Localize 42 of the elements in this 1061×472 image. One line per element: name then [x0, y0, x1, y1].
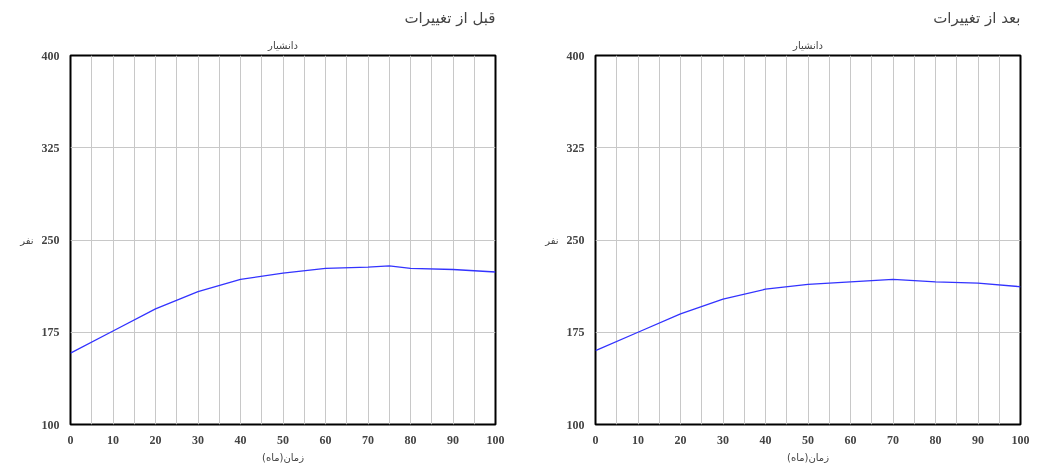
x-tick-label: 50 [277, 432, 289, 447]
x-tick-label: 10 [107, 432, 119, 447]
x-tick-label: 80 [929, 432, 942, 447]
chart-title: دانشیار [792, 39, 823, 51]
x-tick-label: 90 [447, 432, 459, 447]
y-axis-title: نفر [19, 234, 34, 246]
y-tick-label: 175 [566, 325, 585, 340]
x-tick-label: 100 [486, 432, 505, 447]
y-tick-label: 250 [566, 233, 585, 247]
x-tick-label: 60 [844, 432, 857, 447]
x-tick-label: 100 [1011, 432, 1030, 447]
x-tick-label: 30 [717, 432, 729, 447]
x-tick-label: 10 [632, 432, 644, 447]
x-tick-label: 70 [362, 432, 374, 447]
y-tick-label: 400 [566, 48, 585, 63]
x-tick-label: 90 [972, 432, 984, 447]
x-tick-label: 50 [802, 432, 814, 447]
x-tick-label: 20 [674, 432, 687, 447]
text: بعد از تغییرات [933, 8, 1021, 27]
y-axis-title: نفر [544, 234, 559, 246]
chart-title: دانشیار [267, 39, 298, 51]
x-tick-label: 40 [759, 432, 772, 447]
y-tick-label: 100 [566, 417, 585, 432]
line-series [70, 265, 496, 354]
x-tick-label: 0 [67, 432, 74, 447]
x-axis-title: زمان(ماه) [261, 451, 305, 463]
x-tick-label: 70 [887, 432, 899, 447]
y-tick-label: 100 [41, 417, 60, 432]
y-tick-label: 175 [41, 325, 60, 340]
x-tick-label: 60 [319, 432, 332, 447]
y-tick-label: 250 [41, 233, 60, 247]
x-tick-label: 40 [234, 432, 247, 447]
x-tick-label: 0 [592, 432, 599, 447]
line-series [595, 278, 1021, 352]
y-tick-label: 325 [41, 140, 60, 155]
text: قبل از تغییرات [404, 8, 496, 27]
x-tick-label: 80 [404, 432, 417, 447]
y-tick-label: 400 [41, 48, 60, 63]
y-tick-label: 325 [566, 140, 585, 155]
x-tick-label: 20 [149, 432, 162, 447]
x-axis-title: زمان(ماه) [786, 451, 830, 463]
x-tick-label: 30 [192, 432, 204, 447]
